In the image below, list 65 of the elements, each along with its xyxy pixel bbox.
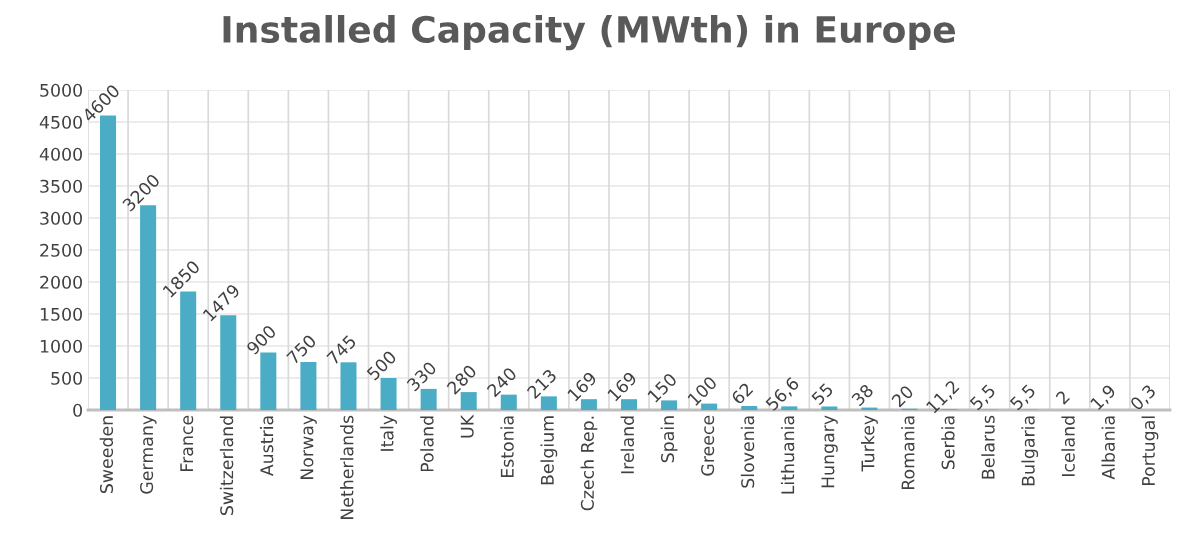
x-tick-label: Lithuania [780,416,795,494]
x-tick-label: Iceland [1061,416,1075,476]
chart-title: Installed Capacity (MWth) in Europe [223,15,955,51]
y-tick-label: 5000 [40,83,82,97]
x-tick-label: Bulgaria [1021,416,1039,486]
data-label: 169 [566,371,598,402]
y-tick-label: 2500 [40,243,82,257]
bar [821,406,838,410]
data-label: 100 [687,375,718,407]
y-tick-label: 500 [51,371,82,385]
y-tick-label: 3500 [40,179,82,193]
y-tick-label: 0 [73,403,82,417]
x-tick-label: Portugal [1141,416,1159,486]
x-tick-label: Belgium [540,416,558,485]
x-tick-label: Belarus [981,415,995,479]
bar [781,406,798,410]
bar [741,406,758,410]
x-tick-label: Hungary [821,415,838,488]
y-tick-label: 1000 [40,339,82,353]
x-tick-label: Ireland [620,416,635,474]
data-label: 750 [286,333,317,365]
x-tick-label: Turkey [861,415,878,472]
x-tick-label: Sweeden [99,416,114,494]
bar [300,362,317,410]
y-tick-label: 3000 [40,211,82,225]
x-tick-label: Czech Rep. [580,416,598,511]
x-tick-label: Norway [300,415,317,480]
data-label: 2 [1055,389,1070,405]
data-label: 240 [486,366,518,398]
bar [340,362,357,410]
data-label: 38 [850,383,875,407]
x-tick-label: Romania [901,416,915,490]
x-tick-label: Poland [420,416,434,472]
x-tick-label: Italy [380,415,397,451]
data-label: 62 [730,382,754,406]
data-label: 900 [245,324,277,356]
data-label: 330 [406,360,438,392]
y-tick-label: 1500 [40,307,82,321]
data-label: 1,9 [1089,383,1118,412]
bar [580,399,597,410]
data-label: 5,5 [969,383,998,412]
data-label: 20 [890,384,915,408]
x-tick-label: Slovenia [740,416,755,488]
bar [620,399,638,410]
x-tick-label: Greece [701,415,715,476]
y-tick-label: 4000 [39,147,82,161]
x-tick-label: France [180,415,194,471]
x-tick-label: Austria [259,416,274,477]
x-tick-label: Serbia [941,416,955,470]
x-tick-label: Spain [660,416,678,463]
data-label: 745 [326,334,357,366]
x-tick-label: Netherlands [340,415,354,519]
data-label: 0,3 [1129,383,1158,413]
x-tick-label: Estonia [500,416,514,478]
y-tick-label: 4500 [39,115,82,129]
x-tick-label: Germany [140,415,157,494]
x-tick-label: Albania [1101,416,1115,480]
data-label: 169 [606,371,638,402]
x-tick-label: Switzerland [219,416,234,515]
x-tick-label: UK [460,414,474,438]
data-label: 5,5 [1009,383,1038,412]
data-label: 55 [811,382,834,406]
data-label: 150 [647,372,678,403]
y-tick-label: 2000 [40,275,82,289]
data-label: 213 [526,368,558,400]
